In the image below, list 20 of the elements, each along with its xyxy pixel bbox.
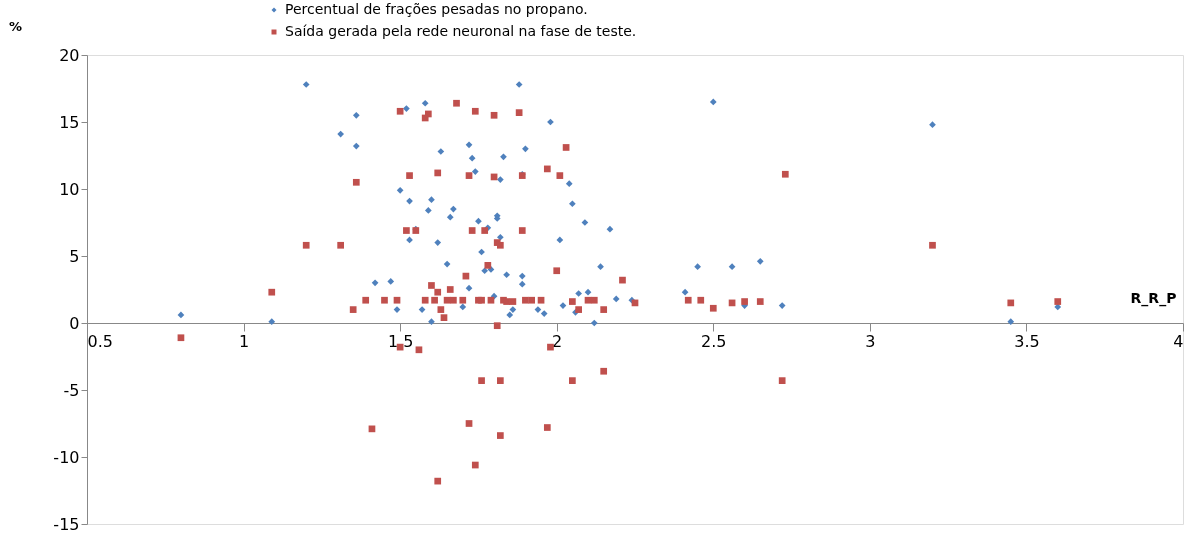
y-tick-label: 20 — [59, 45, 80, 65]
x-tick-label: 0.5 — [87, 331, 113, 351]
y-tick-label: -10 — [53, 447, 80, 467]
x-tick-label: 2.5 — [701, 331, 727, 351]
y-tick-label: 10 — [59, 179, 80, 199]
legend-label: Saída gerada pela rede neuronal na fase de teste. — [285, 23, 637, 39]
y-tick-label: 5 — [69, 246, 80, 266]
x-tick-label: 3 — [865, 331, 876, 351]
y-tick-label: 0 — [69, 313, 80, 333]
legend-label: Percentual de frações pesadas no propano. — [285, 1, 588, 17]
y-tick-label: -15 — [53, 514, 80, 534]
y-tick-label: -5 — [63, 380, 80, 400]
x-tick-label: 1 — [238, 331, 250, 351]
x-tick-label: 1.5 — [387, 331, 414, 351]
x-tick-label: 2 — [552, 331, 563, 351]
x-tick-label: 4 — [1173, 331, 1184, 351]
y-tick-label: 15 — [59, 112, 80, 132]
x-axis-title: R_R_P — [1130, 289, 1177, 307]
x-tick-label: 3.5 — [1014, 331, 1040, 351]
y-axis-title: % — [8, 18, 23, 34]
